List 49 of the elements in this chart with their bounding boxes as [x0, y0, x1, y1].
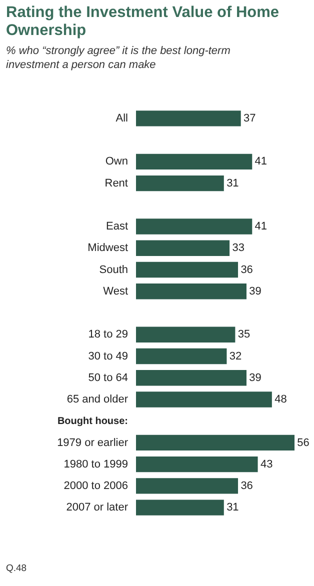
- bar: [136, 218, 252, 234]
- data-label: 32: [229, 350, 242, 362]
- bar: [136, 434, 295, 451]
- y-tick-label: Own: [105, 156, 128, 168]
- y-tick-label: 30 to 49: [88, 350, 128, 362]
- data-label: 35: [238, 328, 250, 341]
- data-label: 31: [226, 502, 239, 514]
- text: Bought house:: [57, 416, 128, 427]
- y-tick-label: 65 and older: [66, 394, 128, 406]
- data-label: 36: [240, 264, 253, 276]
- y-tick-label: 50 to 64: [88, 372, 128, 384]
- text: Q.48: [6, 563, 27, 574]
- y-tick-label: South: [99, 264, 128, 276]
- bar: [136, 500, 224, 516]
- y-tick-label: Midwest: [88, 242, 128, 254]
- data-label: 41: [254, 220, 268, 233]
- data-label: 56: [297, 436, 310, 449]
- bar: [136, 262, 238, 278]
- bar: [136, 154, 252, 170]
- bar: [136, 348, 227, 364]
- data-label: 31: [226, 177, 239, 190]
- y-tick-label: 1980 to 1999: [64, 458, 128, 470]
- y-tick-label: 18 to 29: [88, 328, 128, 341]
- data-label: 37: [244, 112, 256, 124]
- bar: [136, 284, 246, 300]
- bar: [136, 370, 246, 386]
- y-tick-label: West: [103, 285, 128, 298]
- bar: [136, 478, 238, 494]
- data-label: 39: [249, 285, 262, 298]
- data-label: 43: [260, 458, 273, 470]
- bar: [136, 456, 258, 472]
- chart-subtitle: % who “strongly agree” it is the best long-term investment a person can make: [6, 44, 232, 72]
- chart-title: Rating the Investment Value of Home Ownership: [6, 4, 280, 40]
- bar: [136, 175, 224, 192]
- data-label: 48: [274, 394, 287, 406]
- data-label: 39: [249, 372, 262, 384]
- y-tick-label: 2007 or later: [66, 502, 128, 514]
- y-tick-label: 1979 or earlier: [57, 436, 128, 449]
- bar: [136, 326, 236, 342]
- y-tick-label: 2000 to 2006: [64, 480, 128, 492]
- data-label: 33: [232, 242, 244, 254]
- bar: [136, 110, 241, 126]
- bar: [136, 240, 230, 256]
- y-tick-label: All: [116, 112, 128, 124]
- data-label: 41: [254, 156, 268, 168]
- y-tick-label: East: [106, 220, 128, 233]
- bar: [136, 392, 272, 408]
- data-label: 36: [240, 480, 253, 492]
- y-tick-label: Rent: [104, 177, 128, 190]
